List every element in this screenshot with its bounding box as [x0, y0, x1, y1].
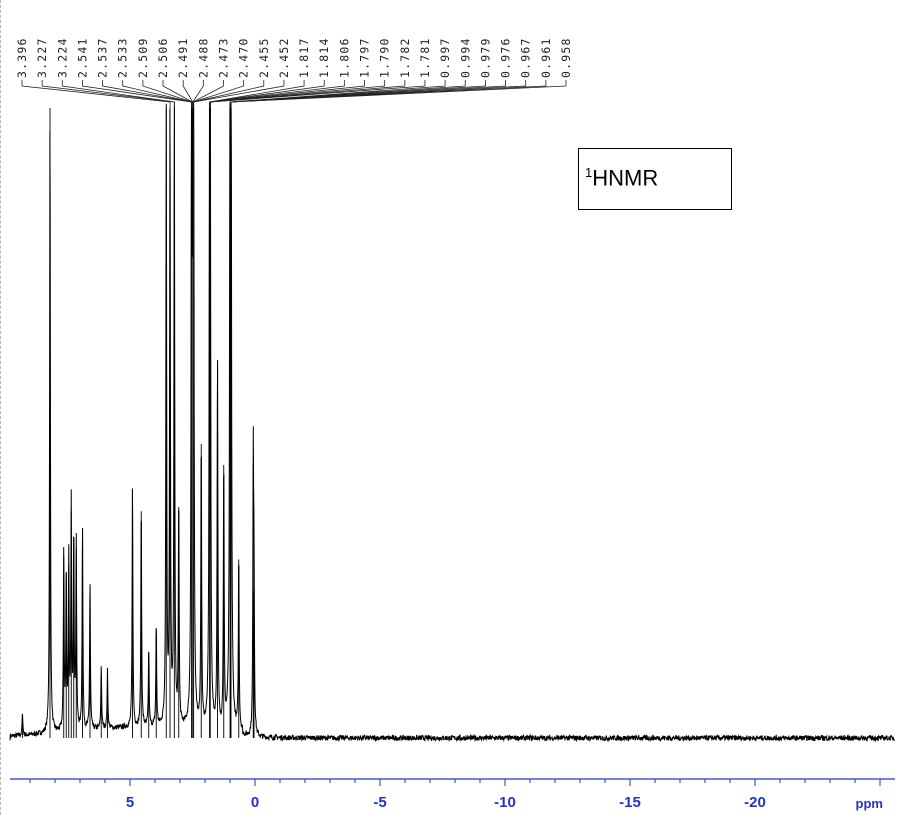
x-tick-label: -10: [494, 794, 516, 811]
hnmr-label: 1HNMR: [585, 165, 658, 191]
peak-label: 0.967: [519, 37, 533, 78]
peak-label: 1.814: [317, 37, 331, 78]
peak-leader-line: [230, 80, 506, 108]
peak-label: 2.452: [277, 37, 291, 78]
peak-label: 1.781: [418, 37, 432, 78]
peak-label: 1.797: [358, 37, 372, 78]
peak-leader-line: [142, 80, 193, 108]
peak-leader-line: [230, 80, 567, 108]
peak-leader-line: [229, 80, 446, 108]
peak-label: 2.488: [196, 37, 210, 78]
peak-label: 1.790: [378, 37, 392, 78]
peak-label: 2.509: [136, 37, 150, 78]
peak-leader-line: [21, 80, 171, 108]
peak-label: 2.491: [176, 37, 190, 78]
hnmr-label-text: HNMR: [592, 165, 659, 191]
peak-leader-line: [210, 80, 426, 108]
peak-label: 2.541: [75, 37, 89, 78]
hnmr-label-box: 1HNMR: [578, 148, 732, 210]
peak-label: 3.224: [55, 37, 69, 78]
peak-label: 0.994: [458, 37, 472, 78]
peak-label: 0.961: [539, 37, 553, 78]
peak-leader-line: [61, 80, 175, 108]
x-tick-label: -15: [619, 794, 641, 811]
x-tick-label: 0: [251, 794, 259, 811]
peak-label: 1.817: [297, 37, 311, 78]
peak-label: 0.997: [438, 37, 452, 78]
x-tick-label: -20: [744, 794, 766, 811]
peak-label: 0.958: [559, 37, 573, 78]
hnmr-label-superscript: 1: [585, 165, 593, 180]
peak-leader-line: [193, 80, 265, 108]
peak-label: 2.533: [116, 37, 130, 78]
peak-label: 1.782: [398, 37, 412, 78]
peak-label: 0.976: [499, 37, 513, 78]
peak-label: 1.806: [337, 37, 351, 78]
peak-label: 2.537: [96, 37, 110, 78]
x-tick-label: 5: [126, 794, 134, 811]
frame-border: [0, 0, 1, 815]
spectrum-trace: [9, 103, 895, 743]
peak-leader-line: [192, 80, 204, 108]
peak-leader-line: [122, 80, 193, 108]
peak-label: 3.227: [35, 37, 49, 78]
peak-label: 3.396: [15, 37, 29, 78]
peak-label: 2.473: [216, 37, 230, 78]
peak-leader-line: [192, 80, 245, 108]
x-axis-unit-label: ppm: [856, 796, 883, 811]
x-tick-label: -5: [373, 794, 386, 811]
peak-leader-line: [193, 80, 285, 108]
peak-label: 0.979: [478, 37, 492, 78]
peak-label: 2.455: [257, 37, 271, 78]
peak-label: 2.506: [156, 37, 170, 78]
peak-label: 2.470: [237, 37, 251, 78]
